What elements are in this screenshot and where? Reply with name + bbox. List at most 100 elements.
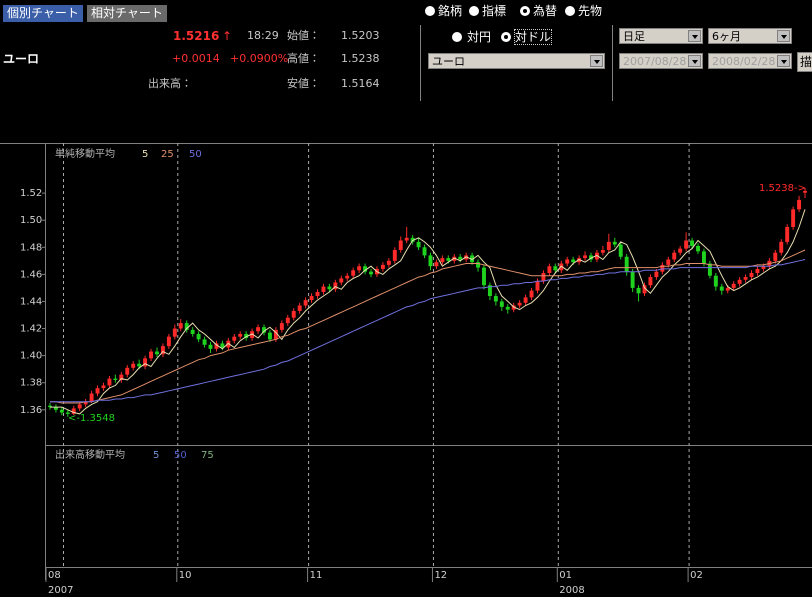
- legend-title: 出来高移動平均: [55, 448, 125, 461]
- candle-body: [511, 305, 516, 310]
- candle-body: [303, 300, 308, 306]
- x-tick-label: 12: [434, 570, 447, 581]
- candle-body: [101, 385, 106, 389]
- candle-body: [137, 363, 142, 367]
- radio-label[interactable]: 対ドル: [513, 29, 553, 45]
- candle-body: [446, 258, 451, 261]
- candle-body: [482, 267, 486, 286]
- candle-body: [535, 281, 540, 291]
- radio[interactable]: [452, 32, 462, 42]
- candle-body: [541, 273, 546, 282]
- candle-body: [65, 412, 70, 414]
- x-year-label: 2008: [559, 585, 584, 596]
- x-tick-label: 11: [310, 570, 323, 581]
- radio-label[interactable]: 指標: [482, 4, 507, 18]
- date-input[interactable]: 2008/02/28: [708, 53, 792, 69]
- y-tick-label: 1.48: [20, 242, 42, 253]
- candle-body: [612, 241, 617, 245]
- candle-body: [238, 333, 243, 337]
- candle-body: [565, 259, 570, 264]
- radio-label[interactable]: 為替: [533, 4, 558, 18]
- y-tick-label: 1.46: [20, 269, 42, 280]
- candle-body: [690, 240, 695, 246]
- candle-body: [583, 255, 588, 259]
- radio[interactable]: [565, 6, 575, 16]
- dropdown-arrow[interactable]: [688, 30, 701, 42]
- candle-body: [630, 271, 635, 288]
- candle-body: [505, 306, 510, 310]
- price-arrow: ↑: [222, 29, 233, 43]
- dropdown-arrow[interactable]: [777, 55, 790, 67]
- select[interactable]: 6ヶ月: [708, 28, 792, 44]
- candle-body: [761, 266, 766, 269]
- y-tick-label: 1.44: [20, 296, 42, 307]
- candle-body: [725, 287, 730, 291]
- tab[interactable]: 相対チャート: [87, 5, 167, 22]
- radio[interactable]: [501, 32, 511, 42]
- label: 安値：: [287, 77, 320, 90]
- candle-body: [392, 249, 397, 261]
- radio-label[interactable]: 銘柄: [438, 4, 463, 18]
- radio-label[interactable]: 対円: [467, 30, 492, 44]
- dropdown-arrow[interactable]: [590, 55, 603, 67]
- draw-button[interactable]: 描: [797, 52, 812, 72]
- candle-body: [571, 259, 576, 263]
- candle-body: [553, 266, 558, 271]
- x-tick-label: 01: [559, 570, 572, 581]
- separator: [420, 25, 421, 101]
- candle-body: [380, 264, 385, 269]
- candle-body: [309, 296, 314, 301]
- candle-body: [190, 329, 195, 334]
- candle-body: [77, 404, 82, 409]
- dropdown-arrow[interactable]: [777, 30, 790, 42]
- value: 1.5238: [341, 52, 380, 65]
- y-tick-label: 1.50: [20, 215, 42, 226]
- candle-body: [737, 279, 742, 284]
- quote-time: 18:29: [247, 29, 279, 42]
- candle-body: [279, 323, 284, 330]
- x-tick-label: 10: [179, 570, 192, 581]
- candle-body: [713, 275, 718, 287]
- candle-body: [119, 374, 124, 380]
- dropdown-arrow[interactable]: [688, 55, 701, 67]
- radio[interactable]: [469, 6, 479, 16]
- candle-body: [434, 262, 439, 267]
- candle-body: [232, 336, 237, 341]
- candle-body: [125, 367, 130, 375]
- date-value: 2008/02/28: [712, 55, 776, 68]
- select[interactable]: ユーロ: [428, 53, 605, 69]
- y-tick-label: 1.36: [20, 405, 42, 416]
- candle-body: [339, 278, 344, 283]
- candle-body: [149, 351, 154, 359]
- candle-body: [785, 226, 790, 242]
- candle-body: [678, 248, 683, 253]
- candle-body: [333, 282, 338, 290]
- candle-body: [517, 302, 522, 306]
- candle-body: [499, 301, 504, 307]
- annotation: <-1.3548: [68, 413, 115, 424]
- radio-label[interactable]: 先物: [578, 4, 603, 18]
- candle-body: [493, 296, 498, 302]
- candle-body: [172, 328, 177, 337]
- candle-body: [672, 252, 677, 260]
- radio[interactable]: [425, 6, 435, 16]
- date-input[interactable]: 2007/08/28: [619, 53, 703, 69]
- candle-body: [321, 286, 326, 292]
- candle-body: [357, 266, 362, 271]
- radio[interactable]: [520, 6, 530, 16]
- select[interactable]: 日足: [619, 28, 703, 44]
- candle-body: [767, 260, 772, 267]
- tab[interactable]: 個別チャート: [3, 5, 83, 22]
- candle-body: [48, 405, 52, 408]
- candle-body: [452, 256, 457, 261]
- label: 出来高：: [148, 77, 192, 90]
- candle-body: [743, 277, 748, 280]
- candle-body: [166, 336, 171, 347]
- candle-body: [363, 266, 368, 272]
- candle-body: [404, 237, 409, 241]
- candle-body: [755, 268, 760, 274]
- candle-body: [701, 251, 706, 264]
